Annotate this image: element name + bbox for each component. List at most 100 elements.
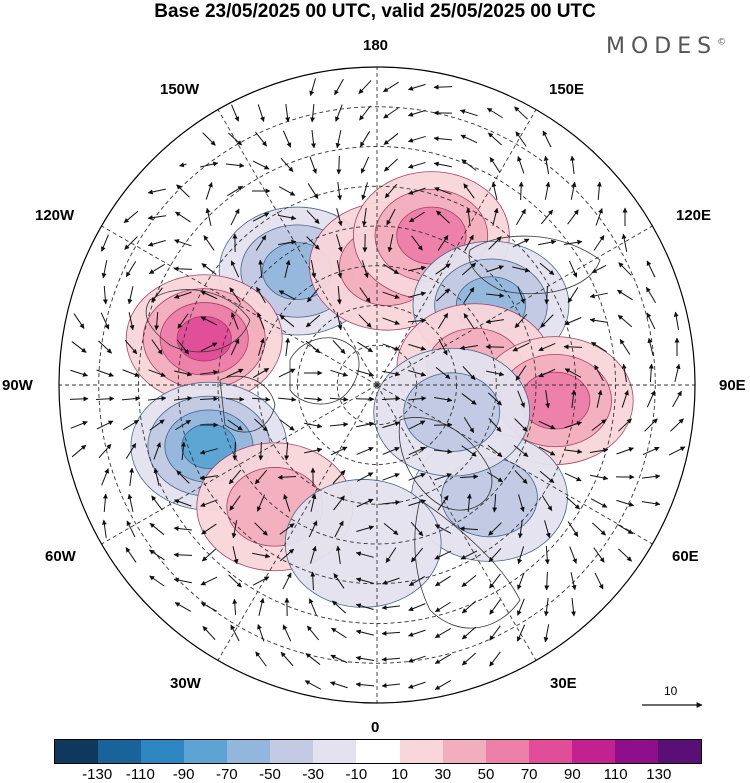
wind-arrow — [544, 545, 550, 565]
wind-arrow — [278, 368, 296, 378]
wind-arrow — [564, 421, 583, 429]
wind-arrow — [567, 209, 579, 225]
wind-arrow — [461, 575, 477, 587]
colorbar-tick-label: -130 — [82, 766, 113, 783]
wind-arrow — [590, 474, 609, 481]
colorbar-swatch — [227, 740, 271, 763]
wind-arrow — [617, 314, 633, 328]
wind-arrow — [231, 104, 240, 122]
wind-arrow — [284, 259, 291, 278]
wind-arrow — [459, 109, 478, 117]
wind-arrow — [410, 521, 424, 537]
wind-arrow — [382, 421, 401, 429]
wind-arrow — [304, 447, 323, 454]
wind-arrow — [672, 390, 682, 408]
wind-arrow — [461, 262, 477, 276]
wind-arrow — [596, 389, 603, 408]
wind-arrow — [228, 469, 242, 485]
colorbar-swatch — [485, 740, 529, 763]
lon-label-30w: 30W — [170, 675, 201, 692]
wind-arrow — [407, 655, 426, 663]
latitude-circle — [336, 344, 418, 426]
wind-arrow — [252, 160, 270, 170]
logo-text: MODES — [606, 34, 718, 59]
colorbar-tick-label: -50 — [259, 766, 281, 783]
wind-arrow — [408, 420, 426, 430]
wind-arrow — [642, 501, 661, 507]
wind-arrow — [199, 475, 218, 481]
wind-arrow — [127, 493, 134, 512]
colorbar-tick-label: -110 — [125, 766, 155, 783]
wind-arrow — [227, 132, 243, 146]
wind-arrow — [492, 493, 498, 513]
wind-arrow — [277, 474, 297, 480]
wind-arrow — [329, 396, 349, 402]
wind-arrow — [408, 473, 426, 481]
lon-label-150e: 150E — [549, 81, 585, 98]
wind-arrow — [461, 159, 477, 171]
wind-arrow — [355, 682, 375, 688]
wind-arrow — [541, 495, 553, 512]
wind-arrow — [594, 572, 604, 590]
wind-arrow — [200, 290, 218, 300]
wind-arrow — [486, 265, 505, 273]
wind-arrow — [200, 499, 218, 507]
wind-arrow — [492, 207, 499, 226]
wind-arrow — [305, 340, 321, 354]
wind-arrow — [255, 234, 267, 251]
wind-arrow — [333, 495, 345, 511]
map-title: Base 23/05/2025 00 UTC, valid 25/05/2025… — [154, 1, 596, 22]
colorbar-swatch — [270, 740, 314, 763]
wind-arrow — [408, 681, 426, 689]
wind-arrow — [512, 342, 530, 352]
wind-arrow — [590, 447, 609, 453]
wind-arrow — [200, 369, 219, 375]
wind-arrow — [589, 292, 608, 299]
colorbar-swatch — [614, 740, 658, 763]
meridian — [101, 384, 378, 545]
wind-arrow — [538, 342, 556, 352]
wind-arrow — [70, 421, 88, 429]
wind-arrow — [436, 210, 450, 224]
wind-arrow — [616, 499, 635, 507]
wind-arrow — [540, 209, 554, 225]
wind-arrow — [593, 547, 605, 563]
colorbar-tick-label: 10 — [391, 766, 408, 783]
wind-arrow — [408, 575, 425, 587]
wind-arrow — [101, 260, 108, 279]
wind-arrow — [336, 155, 342, 175]
wind-arrow — [489, 573, 501, 589]
colorbar-swatch — [141, 740, 185, 763]
anomaly-center — [125, 274, 283, 404]
wind-arrow — [437, 235, 449, 251]
lon-label-60w: 60W — [45, 548, 76, 565]
wind-arrow — [69, 396, 89, 402]
wind-arrow — [433, 422, 453, 428]
wind-arrow — [434, 601, 451, 613]
wind-arrow — [101, 468, 109, 486]
wind-arrow — [489, 157, 501, 173]
colorbar-tick-label: 50 — [477, 766, 495, 783]
wind-arrow — [517, 572, 525, 590]
wind-arrow — [151, 287, 163, 303]
wind-arrow — [126, 520, 136, 538]
wind-arrow — [122, 369, 140, 377]
wind-arrow — [306, 210, 320, 224]
wind-arrow — [335, 234, 343, 253]
wind-arrow — [461, 652, 477, 666]
wind-arrow — [333, 573, 345, 589]
coastline — [219, 375, 276, 433]
wind-arrow — [517, 156, 525, 174]
wind-arrow — [408, 265, 427, 272]
wind-arrow — [383, 133, 399, 145]
wind-arrow — [149, 575, 165, 587]
wind-arrow — [175, 419, 192, 431]
meridian — [376, 225, 653, 386]
wind-vectors — [69, 78, 686, 690]
wind-arrow — [381, 656, 401, 662]
wind-arrow — [407, 396, 427, 402]
wind-arrow — [491, 181, 498, 200]
wind-arrow — [304, 680, 322, 690]
wind-arrow — [544, 520, 551, 539]
wind-arrow — [280, 651, 294, 667]
